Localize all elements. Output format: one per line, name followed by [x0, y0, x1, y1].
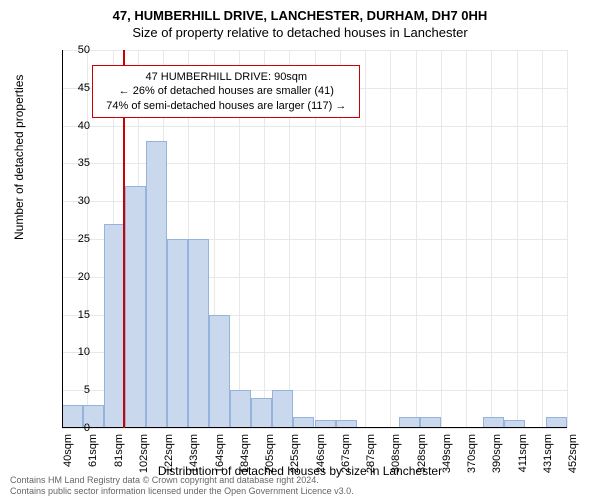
- x-tick-label: 225sqm: [289, 434, 301, 476]
- y-tick-label: 45: [60, 82, 90, 94]
- histogram-bar: [272, 390, 293, 428]
- y-tick-label: 40: [60, 120, 90, 132]
- gridline: [390, 50, 391, 428]
- histogram-bar: [125, 186, 146, 428]
- x-tick-label: 164sqm: [214, 434, 226, 476]
- x-tick-label: 184sqm: [239, 434, 251, 476]
- x-tick-label: 390sqm: [491, 434, 503, 476]
- x-tick-label: 81sqm: [113, 434, 125, 476]
- gridline: [466, 50, 467, 428]
- y-tick-label: 20: [60, 271, 90, 283]
- x-tick-label: 246sqm: [315, 434, 327, 476]
- gridline: [365, 50, 366, 428]
- x-tick-label: 40sqm: [62, 434, 74, 476]
- x-tick-label: 205sqm: [264, 434, 276, 476]
- x-tick-label: 411sqm: [517, 434, 529, 476]
- y-tick-label: 5: [60, 384, 90, 396]
- histogram-bar: [167, 239, 188, 428]
- gridline: [491, 50, 492, 428]
- y-tick-label: 35: [60, 157, 90, 169]
- x-tick-label: 287sqm: [365, 434, 377, 476]
- x-tick-label: 328sqm: [416, 434, 428, 476]
- x-tick-label: 267sqm: [340, 434, 352, 476]
- x-tick-label: 349sqm: [441, 434, 453, 476]
- x-tick-label: 431sqm: [542, 434, 554, 476]
- histogram-bar: [230, 390, 251, 428]
- info-box-line: ← 26% of detached houses are smaller (41…: [101, 84, 351, 98]
- gridline: [441, 50, 442, 428]
- x-tick-label: 122sqm: [163, 434, 175, 476]
- histogram-bar: [188, 239, 209, 428]
- x-tick-label: 308sqm: [390, 434, 402, 476]
- y-tick-label: 10: [60, 346, 90, 358]
- gridline: [416, 50, 417, 428]
- histogram-bar: [146, 141, 167, 428]
- chart: 47 HUMBERHILL DRIVE: 90sqm← 26% of detac…: [62, 50, 567, 428]
- y-axis-label: Number of detached properties: [12, 75, 26, 240]
- info-box: 47 HUMBERHILL DRIVE: 90sqm← 26% of detac…: [92, 65, 360, 118]
- x-tick-label: 61sqm: [87, 434, 99, 476]
- info-box-line: 74% of semi-detached houses are larger (…: [101, 99, 351, 113]
- footer-attribution: Contains HM Land Registry data © Crown c…: [10, 475, 354, 497]
- histogram-bar: [209, 315, 230, 428]
- page-subtitle: Size of property relative to detached ho…: [0, 25, 600, 40]
- info-box-line: 47 HUMBERHILL DRIVE: 90sqm: [101, 70, 351, 84]
- gridline: [542, 50, 543, 428]
- y-tick-label: 15: [60, 309, 90, 321]
- page-title: 47, HUMBERHILL DRIVE, LANCHESTER, DURHAM…: [0, 8, 600, 23]
- footer-line: Contains HM Land Registry data © Crown c…: [10, 475, 354, 486]
- gridline: [517, 50, 518, 428]
- histogram-bar: [251, 398, 272, 428]
- x-tick-label: 452sqm: [567, 434, 579, 476]
- y-tick-label: 25: [60, 233, 90, 245]
- gridline: [567, 50, 568, 428]
- footer-line: Contains public sector information licen…: [10, 486, 354, 497]
- x-tick-label: 143sqm: [188, 434, 200, 476]
- y-tick-label: 50: [60, 44, 90, 56]
- y-tick-label: 30: [60, 195, 90, 207]
- gridline: [62, 428, 567, 429]
- y-tick-label: 0: [60, 422, 90, 434]
- x-tick-label: 370sqm: [466, 434, 478, 476]
- x-tick-label: 102sqm: [138, 434, 150, 476]
